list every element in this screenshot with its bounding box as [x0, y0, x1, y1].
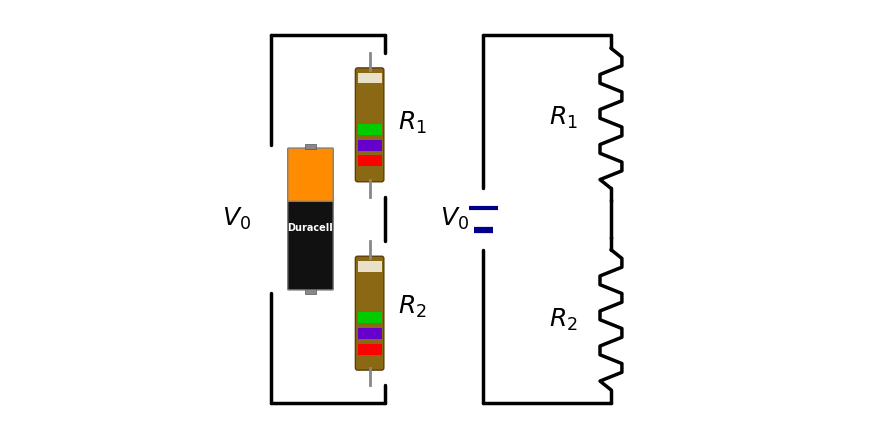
Bar: [305, 289, 316, 294]
Bar: [358, 261, 382, 272]
FancyBboxPatch shape: [355, 68, 384, 182]
Text: $R_2$: $R_2$: [398, 293, 427, 320]
Bar: [358, 73, 382, 83]
Text: $V_0$: $V_0$: [440, 206, 469, 232]
FancyBboxPatch shape: [288, 148, 333, 203]
Bar: [358, 328, 382, 339]
Text: Duracell: Duracell: [288, 223, 333, 233]
Text: $V_0$: $V_0$: [221, 206, 250, 232]
FancyBboxPatch shape: [355, 256, 384, 370]
Bar: [358, 155, 382, 166]
FancyBboxPatch shape: [288, 201, 333, 290]
Text: $R_1$: $R_1$: [550, 105, 578, 131]
Text: $R_2$: $R_2$: [550, 307, 578, 333]
Bar: [305, 144, 316, 149]
Bar: [358, 344, 382, 355]
Text: $R_1$: $R_1$: [398, 110, 427, 136]
Bar: [358, 140, 382, 151]
Bar: [358, 124, 382, 135]
Bar: [358, 312, 382, 323]
